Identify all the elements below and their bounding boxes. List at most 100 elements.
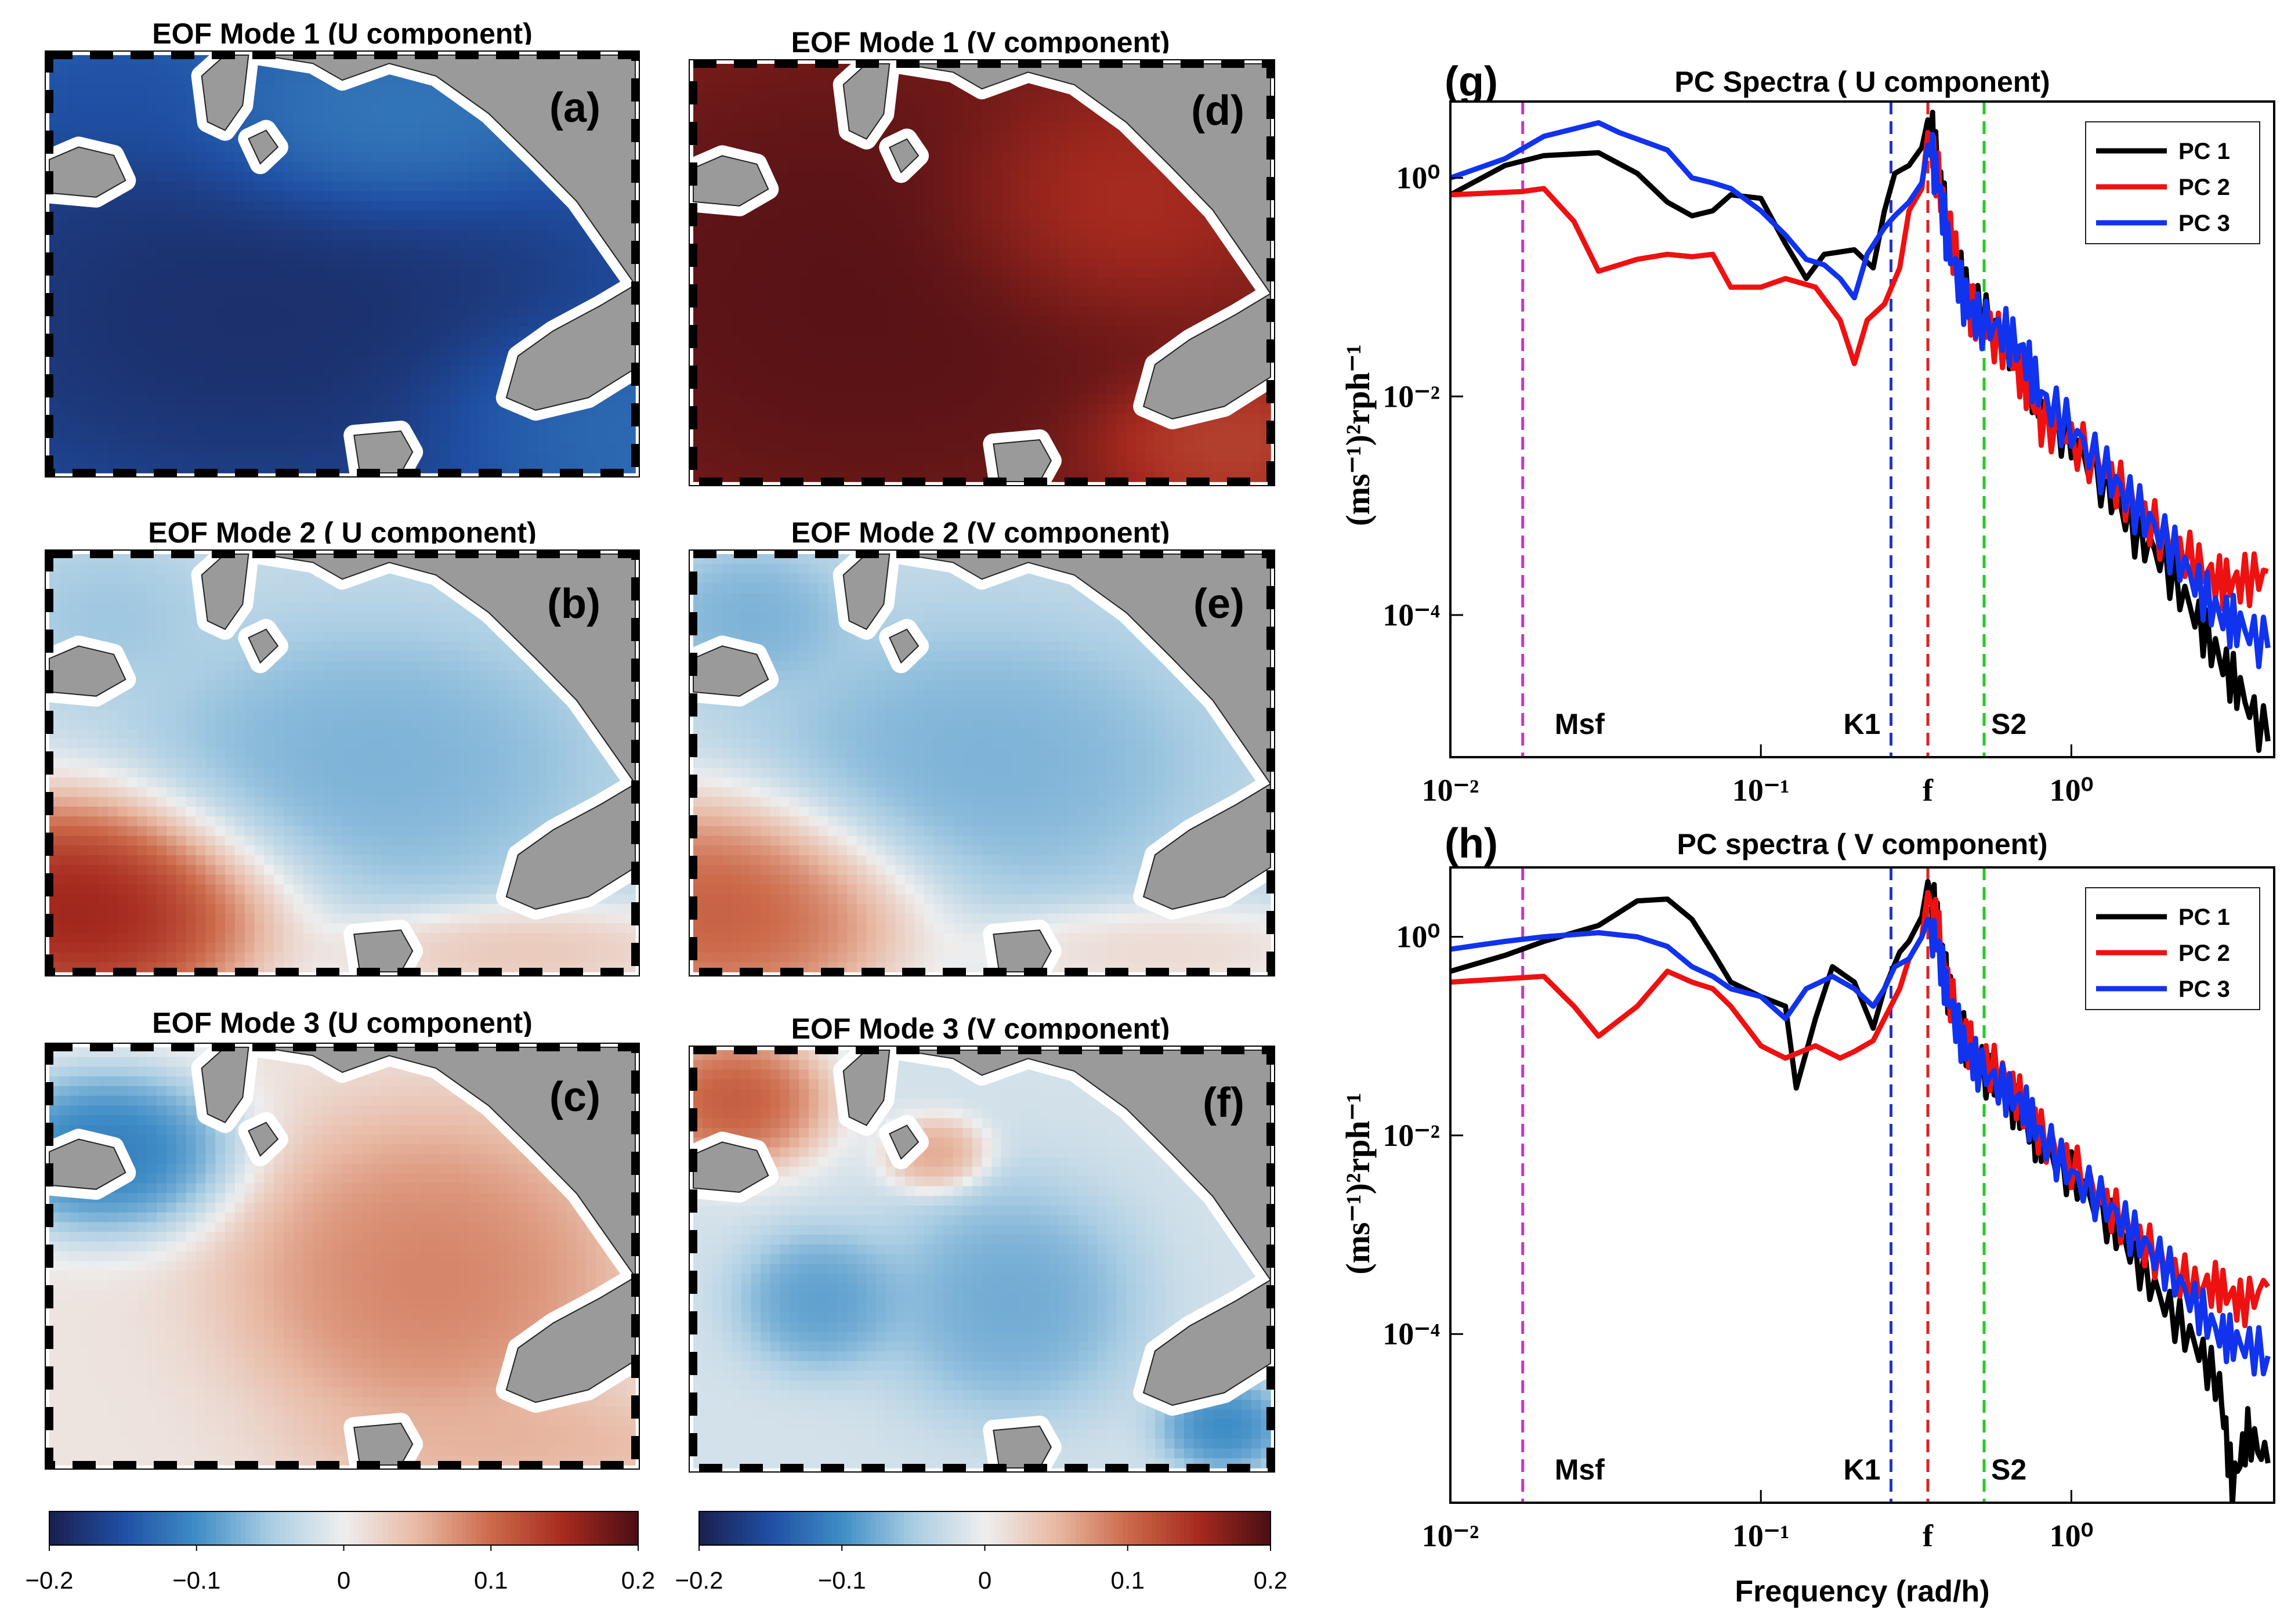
map-cell: [1078, 209, 1088, 220]
map-cell: [1020, 316, 1031, 327]
map-cell: [450, 240, 460, 250]
map-cell: [1174, 277, 1185, 288]
map-cell: [885, 248, 896, 259]
map-cell: [117, 220, 128, 231]
map-cell: [1020, 190, 1031, 201]
map-cell: [244, 453, 255, 464]
map-cell: [1001, 200, 1012, 210]
map-cell: [498, 201, 509, 211]
map-cell: [332, 404, 343, 415]
map-cell: [991, 326, 1002, 337]
map-cell: [1011, 122, 1021, 132]
map-cell: [420, 201, 431, 211]
map-cell: [876, 238, 886, 249]
map-cell: [254, 181, 265, 192]
map-cell: [137, 84, 148, 95]
map-cell: [167, 443, 177, 454]
map-cell: [761, 64, 771, 74]
map-cell: [361, 346, 372, 357]
map-cell: [264, 94, 274, 104]
map-cell: [469, 230, 480, 240]
map-cell: [352, 142, 363, 153]
map-cell: [1040, 248, 1050, 259]
map-cell: [78, 240, 89, 250]
map-cell: [770, 83, 781, 93]
map-cell: [933, 258, 944, 269]
map-cell: [933, 93, 944, 103]
map-cell: [761, 335, 771, 346]
map-cell: [770, 355, 781, 366]
map-cell: [904, 374, 915, 385]
map-cell: [818, 93, 828, 103]
map-cell: [108, 434, 118, 444]
map-cell: [1030, 316, 1040, 327]
map-cell: [430, 201, 441, 211]
map-cell: [303, 453, 314, 464]
map-cell: [234, 210, 245, 221]
map-cell: [137, 123, 148, 133]
map-cell: [98, 249, 108, 260]
map-cell: [284, 84, 294, 95]
map-cell: [508, 278, 519, 289]
map-cell: [68, 385, 79, 396]
map-cell: [1097, 209, 1108, 220]
map-cell: [537, 240, 548, 250]
map-cell: [205, 453, 216, 464]
map-cell: [127, 103, 138, 114]
map-cell: [1126, 277, 1137, 288]
map-cell: [313, 269, 324, 279]
map-cell: [78, 230, 89, 240]
map-cell: [1087, 200, 1098, 210]
map-cell: [469, 278, 480, 289]
map-cell: [323, 434, 333, 444]
map-cell: [1164, 248, 1175, 259]
map-cell: [420, 259, 431, 270]
map-cell: [225, 434, 236, 444]
map-cell: [430, 191, 441, 201]
map-cell: [323, 220, 333, 231]
map-cell: [205, 278, 216, 289]
map-cell: [59, 230, 70, 240]
map-cell: [293, 240, 304, 250]
map-cell: [1135, 423, 1146, 433]
map-cell: [401, 123, 411, 133]
map-cell: [1145, 277, 1156, 288]
map-cell: [401, 152, 411, 162]
map-cell: [68, 434, 79, 444]
map-cell: [303, 395, 314, 406]
map-cell: [547, 434, 558, 444]
map-cell: [1049, 161, 1059, 171]
map-cell: [293, 249, 304, 260]
map-cell: [837, 365, 848, 375]
map-cell: [527, 240, 538, 250]
map-cell: [828, 171, 838, 181]
map-cell: [1040, 171, 1050, 181]
map-cell: [780, 394, 790, 404]
map-cell: [885, 355, 896, 366]
map-cell: [1097, 335, 1108, 346]
map-cell: [1203, 433, 1214, 443]
map-cell: [137, 308, 148, 318]
map-cell: [127, 443, 138, 454]
map-cell: [770, 112, 781, 123]
map-cell: [391, 356, 401, 367]
map-cell: [904, 258, 915, 269]
map-cell: [1040, 267, 1050, 278]
map-cell: [401, 288, 411, 299]
map-cell: [225, 356, 236, 367]
map-cell: [924, 316, 935, 327]
map-cell: [547, 453, 558, 464]
map-cell: [176, 103, 187, 114]
map-cell: [352, 201, 363, 211]
map-cell: [167, 123, 177, 133]
map-cell: [577, 443, 587, 454]
map-cell: [518, 308, 529, 318]
map-cell: [440, 278, 450, 289]
map-cell: [904, 287, 915, 298]
map-cell: [225, 443, 236, 454]
map-cell: [430, 404, 441, 415]
map-cell: [962, 384, 973, 395]
map-cell: [215, 346, 226, 357]
map-cell: [703, 423, 713, 433]
map-cell: [856, 306, 867, 317]
